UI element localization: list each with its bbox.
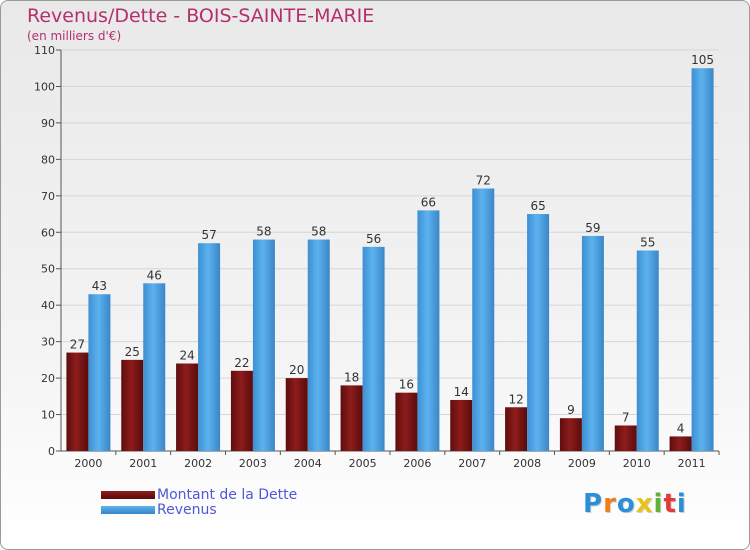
bar-dette [285,378,308,451]
y-tick-label: 60 [41,226,55,239]
x-tick-label: 2008 [513,457,541,470]
chart-subtitle: (en milliers d'€) [27,29,122,43]
data-label-revenus: 59 [585,221,600,235]
x-tick-label: 2006 [403,457,431,470]
y-tick-label: 110 [34,44,55,57]
x-tick-label: 2011 [678,457,706,470]
x-tick-label: 2010 [623,457,651,470]
logo-letter: i [676,489,687,519]
data-label-revenus: 72 [476,174,491,188]
data-label-revenus: 58 [256,225,271,239]
bar-dette [340,385,363,451]
bar-revenus [691,68,714,452]
data-label-revenus: 65 [530,199,545,213]
y-tick-label: 30 [41,336,55,349]
data-label-dette: 24 [179,349,194,363]
y-tick-label: 20 [41,372,55,385]
data-label-revenus: 56 [366,232,381,246]
legend-label-revenus: Revenus [157,501,217,518]
y-tick-label: 10 [41,409,55,422]
x-tick-label: 2004 [294,457,322,470]
bar-dette [121,359,144,451]
y-tick-label: 40 [41,299,55,312]
bar-revenus [252,239,275,451]
x-tick-label: 2000 [74,457,102,470]
bar-revenus [88,294,111,451]
x-tick-label: 2003 [239,457,267,470]
chart-title: Revenus/Dette - BOIS-SAINTE-MARIE [27,5,375,27]
bar-revenus [417,210,440,451]
data-label-dette: 16 [399,378,414,392]
data-label-revenus: 43 [92,279,107,293]
x-tick-label: 2007 [458,457,486,470]
bar-revenus [307,239,330,451]
logo-letter: P [583,489,604,519]
data-label-dette: 4 [677,421,685,435]
x-tick-label: 2002 [184,457,212,470]
bar-dette [614,425,637,451]
bar-dette [450,399,473,451]
data-label-dette: 14 [454,385,469,399]
proxiti-logo: Proxiti [583,489,687,519]
logo-letter: o [616,489,636,519]
logo-letter: x [635,489,654,519]
data-label-revenus: 57 [201,228,216,242]
data-label-dette: 22 [234,356,249,370]
data-label-dette: 12 [508,392,523,406]
bar-dette [505,407,528,451]
legend-swatch-dette [101,490,155,499]
data-label-revenus: 105 [691,53,714,67]
bar-dette [395,392,418,451]
x-tick-label: 2005 [349,457,377,470]
data-label-dette: 18 [344,370,359,384]
x-tick-label: 2001 [129,457,157,470]
legend-item-revenus: Revenus [101,501,297,518]
y-tick-label: 80 [41,153,55,166]
logo-letter: t [663,489,677,519]
data-label-dette: 20 [289,363,304,377]
bar-revenus [362,246,385,451]
data-label-revenus: 46 [147,268,162,282]
bar-revenus [198,243,221,451]
data-label-revenus: 66 [421,195,436,209]
data-label-revenus: 55 [640,236,655,250]
y-tick-label: 0 [48,445,55,458]
bar-revenus [581,235,604,451]
bar-dette [669,436,692,451]
logo-letter: r [603,489,617,519]
bar-dette [176,363,199,451]
bar-revenus [527,214,550,451]
legend-swatch-revenus [101,505,155,514]
bar-revenus [143,283,166,451]
data-label-dette: 27 [70,338,85,352]
data-label-revenus: 58 [311,225,326,239]
legend-label-dette: Montant de la Dette [157,486,298,503]
y-tick-label: 70 [41,190,55,203]
data-label-dette: 25 [125,345,140,359]
x-tick-label: 2009 [568,457,596,470]
legend: Montant de la Dette Revenus [101,486,298,518]
logo-letter: i [653,489,664,519]
y-tick-label: 50 [41,263,55,276]
bar-dette [66,352,89,451]
legend-item-dette: Montant de la Dette [101,486,298,503]
data-label-dette: 9 [567,403,575,417]
bar-dette [559,418,582,451]
bar-revenus [472,188,495,451]
bar-dette [230,370,253,451]
y-tick-label: 90 [41,117,55,130]
data-label-dette: 7 [622,410,630,424]
bar-revenus [636,250,659,451]
y-tick-label: 100 [34,80,55,93]
